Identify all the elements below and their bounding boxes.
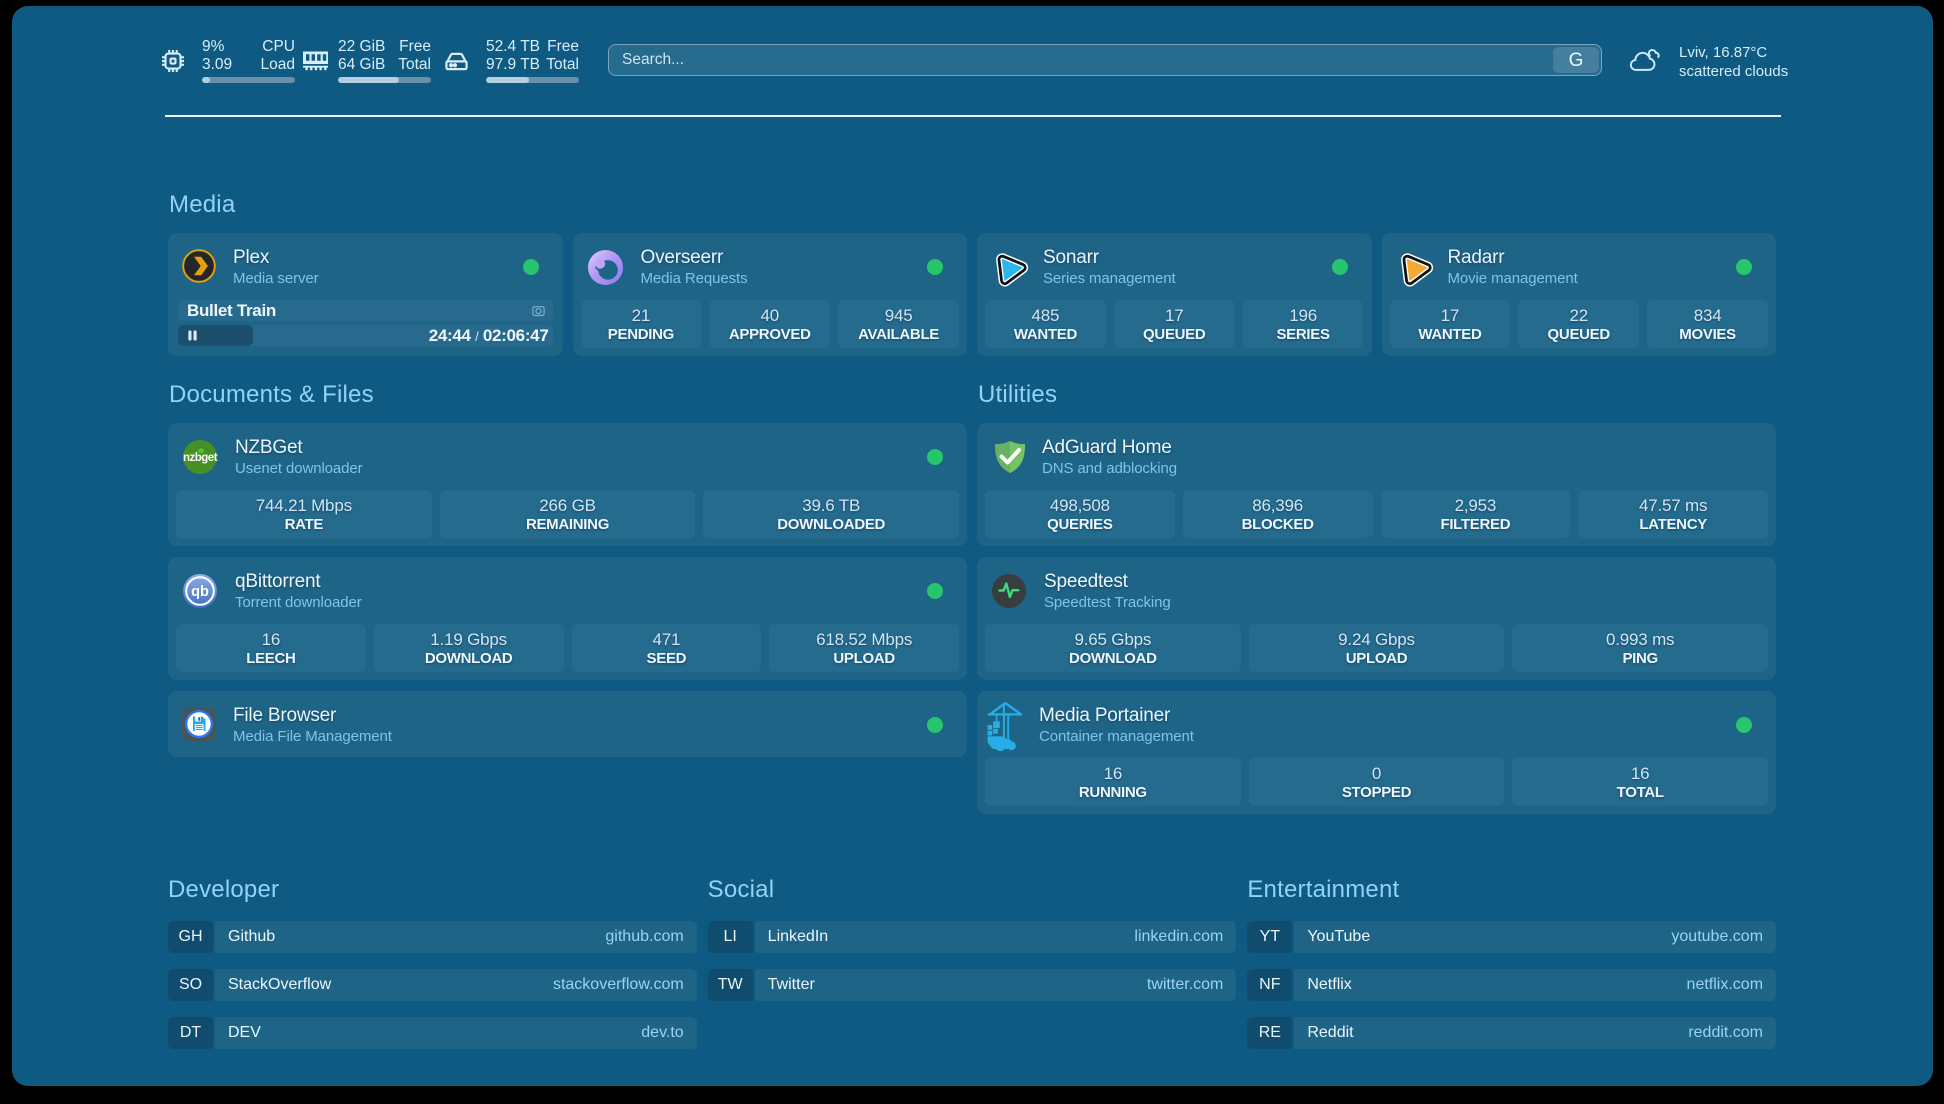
svg-text:qb: qb (191, 584, 209, 600)
svg-text:nzbget: nzbget (183, 452, 218, 464)
